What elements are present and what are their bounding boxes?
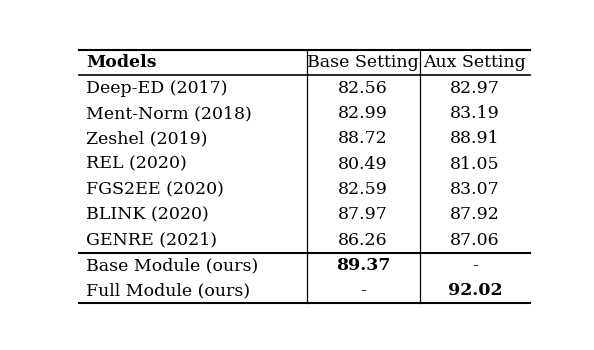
Text: -: -: [360, 282, 366, 299]
Text: 82.99: 82.99: [338, 105, 388, 122]
Text: 83.07: 83.07: [450, 181, 500, 198]
Text: FGS2EE (2020): FGS2EE (2020): [86, 181, 223, 198]
Text: Zeshel (2019): Zeshel (2019): [86, 130, 207, 147]
Text: BLINK (2020): BLINK (2020): [86, 206, 208, 223]
Text: 88.91: 88.91: [450, 130, 500, 147]
Text: 82.59: 82.59: [338, 181, 388, 198]
Text: 82.56: 82.56: [338, 79, 388, 97]
Text: Ment-Norm (2018): Ment-Norm (2018): [86, 105, 251, 122]
Text: 87.06: 87.06: [450, 232, 500, 248]
Text: 87.92: 87.92: [450, 206, 500, 223]
Text: 88.72: 88.72: [338, 130, 388, 147]
Text: Base Setting: Base Setting: [307, 54, 419, 71]
Text: 89.37: 89.37: [336, 257, 390, 274]
Text: 81.05: 81.05: [450, 156, 500, 173]
Text: 92.02: 92.02: [447, 282, 502, 299]
Text: Full Module (ours): Full Module (ours): [86, 282, 250, 299]
Text: Deep-ED (2017): Deep-ED (2017): [86, 79, 228, 97]
Text: 82.97: 82.97: [450, 79, 500, 97]
Text: 83.19: 83.19: [450, 105, 500, 122]
Text: Aux Setting: Aux Setting: [424, 54, 526, 71]
Text: GENRE (2021): GENRE (2021): [86, 232, 217, 248]
Text: 86.26: 86.26: [339, 232, 388, 248]
Text: 80.49: 80.49: [339, 156, 388, 173]
Text: REL (2020): REL (2020): [86, 156, 187, 173]
Text: Models: Models: [86, 54, 156, 71]
Text: 87.97: 87.97: [338, 206, 388, 223]
Text: -: -: [472, 257, 478, 274]
Text: Base Module (ours): Base Module (ours): [86, 257, 258, 274]
